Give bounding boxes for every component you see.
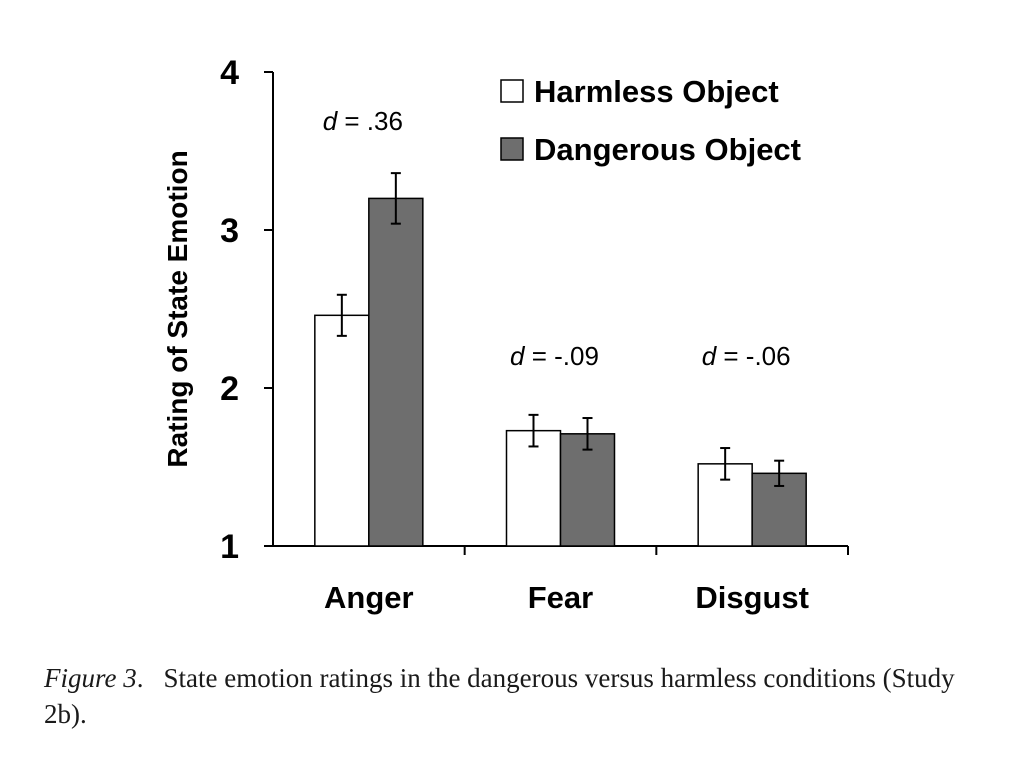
caption-text: State emotion ratings in the dangerous v… <box>44 663 955 729</box>
y-axis-label: Rating of State Emotion <box>162 150 193 467</box>
x-tick-label: Disgust <box>695 580 809 615</box>
legend-label: Harmless Object <box>534 74 779 109</box>
y-tick-label: 3 <box>220 212 239 250</box>
bar <box>559 433 616 547</box>
effect-size-annotation: d = .36 <box>323 106 403 136</box>
x-tick-label: Fear <box>528 580 593 615</box>
effect-size-annotation: d = -.06 <box>702 341 791 371</box>
legend-label: Dangerous Object <box>534 132 801 167</box>
bar <box>505 429 562 547</box>
bar <box>368 197 424 547</box>
figure-caption: Figure 3. State emotion ratings in the da… <box>44 660 984 732</box>
bar-chart: 1 2 3 4 Rating of State Emotion Anger Fear Disg… <box>162 54 849 615</box>
legend-swatch <box>500 79 524 103</box>
caption-label: Figure 3 <box>44 663 137 693</box>
effect-size-annotation: d = -.09 <box>510 341 599 371</box>
y-tick-label: 2 <box>220 370 239 408</box>
bar <box>314 314 370 547</box>
y-tick-label: 4 <box>220 54 239 92</box>
y-tick-label: 1 <box>220 528 239 566</box>
legend-swatch <box>500 137 524 161</box>
x-tick-label: Anger <box>324 580 414 615</box>
caption-punct: . <box>136 663 144 693</box>
